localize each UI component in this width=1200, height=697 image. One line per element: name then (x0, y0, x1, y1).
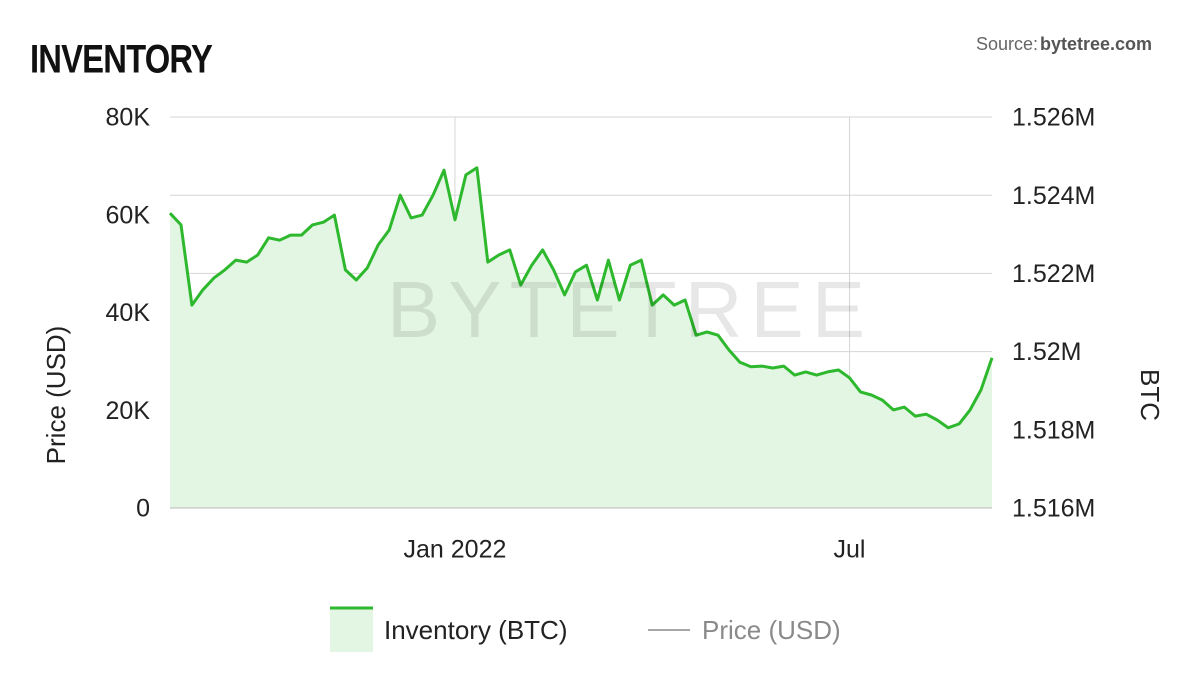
y2-tick-label: 1.518M (1012, 416, 1095, 444)
y-tick-label: 20K (106, 397, 151, 425)
source-label: Source: (976, 34, 1038, 54)
x-tick-label: Jul (834, 536, 866, 564)
y2-tick-label: 1.516M (1012, 495, 1095, 523)
y2-tick-label: 1.52M (1012, 338, 1081, 366)
legend-label[interactable]: Inventory (BTC) (384, 615, 568, 645)
y-tick-label: 0 (136, 495, 150, 523)
area-line (168, 166, 994, 430)
y-tick-label: 60K (106, 201, 151, 229)
x-tick-label: Jan 2022 (404, 536, 507, 564)
source: bytetree.com (1040, 34, 1152, 54)
y2-tick-label: 1.526M (1012, 104, 1095, 132)
y-tick-label: 80K (106, 104, 151, 132)
watermark: BYTETREE (387, 265, 873, 354)
y-axis-label: Price (USD) (41, 326, 71, 465)
y2-tick-label: 1.522M (1012, 260, 1095, 288)
y-tick-label: 40K (106, 299, 151, 327)
y2-axis-label: BTC (1135, 369, 1165, 421)
y2-tick-label: 1.524M (1012, 182, 1095, 210)
legend-swatch (330, 607, 373, 652)
legend-label[interactable]: Price (USD) (702, 615, 841, 645)
chart-title: INVENTORY (30, 36, 213, 81)
